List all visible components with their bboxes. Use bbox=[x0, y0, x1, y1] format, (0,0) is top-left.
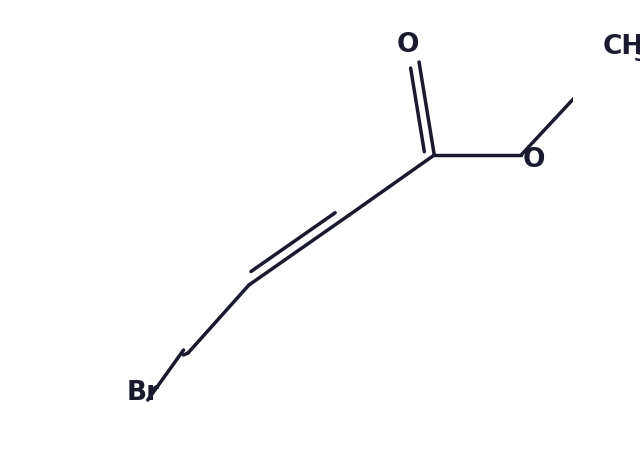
Text: O: O bbox=[396, 32, 419, 58]
Text: 3: 3 bbox=[634, 46, 640, 65]
Text: Br: Br bbox=[127, 380, 160, 406]
Text: CH: CH bbox=[603, 34, 640, 60]
Text: O: O bbox=[522, 147, 545, 173]
